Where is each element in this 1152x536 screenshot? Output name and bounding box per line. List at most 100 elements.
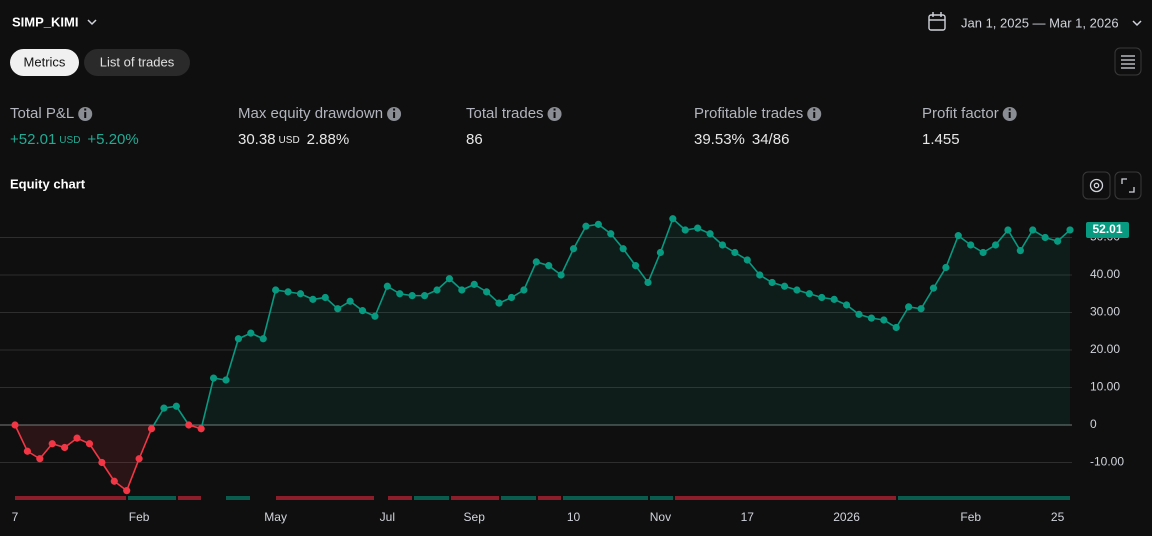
equity-point — [445, 275, 454, 283]
equity-point — [185, 421, 193, 429]
equity-point — [458, 286, 466, 294]
info-dot — [393, 108, 396, 111]
info-icon — [387, 107, 402, 121]
chevron[interactable] — [1132, 20, 1142, 27]
menu-button[interactable] — [1114, 47, 1142, 76]
equity-point — [98, 458, 106, 467]
equity-point — [706, 230, 714, 238]
equity-point — [631, 262, 640, 270]
equity-point — [520, 286, 528, 294]
metric-label: Profit factor — [922, 105, 999, 122]
last-value-label: 52.01 — [1092, 222, 1122, 236]
x-tick-label: 2026 — [833, 510, 860, 524]
chevron[interactable] — [87, 19, 97, 26]
equity-point — [619, 245, 627, 253]
x-tick-label: 10 — [567, 510, 581, 524]
extra: 2.88% — [307, 131, 350, 148]
equity-point — [321, 293, 329, 302]
equity-point — [123, 487, 131, 495]
calendar-icon[interactable] — [928, 12, 946, 31]
date-range[interactable]: Jan 1, 2025 — Mar 1, 2026 — [961, 15, 1119, 30]
equity-point — [147, 425, 156, 433]
equity-area — [15, 425, 1070, 491]
info-stem — [84, 112, 87, 118]
info-dot — [553, 108, 556, 111]
equity-point — [135, 455, 143, 463]
value: +52.01 — [10, 131, 56, 148]
equity-point — [309, 295, 317, 303]
info-dot — [1008, 108, 1011, 111]
equity-point — [880, 316, 888, 324]
x-tick-label: Feb — [960, 510, 981, 524]
x-tick-label: 25 — [1051, 510, 1065, 524]
equity-point — [222, 376, 230, 384]
trade-strip — [15, 496, 1070, 500]
expand-button[interactable] — [1114, 171, 1142, 200]
equity-point — [979, 248, 987, 257]
equity-point — [61, 443, 69, 452]
equity-point — [669, 215, 677, 223]
metric-value: 1.455 — [922, 131, 960, 148]
equity-point — [1053, 237, 1062, 245]
settings-button[interactable] — [1082, 171, 1111, 200]
equity-point — [1066, 226, 1074, 234]
equity-point — [36, 455, 44, 463]
equity-point — [259, 335, 267, 343]
y-tick-label: 40.00 — [1090, 267, 1120, 281]
equity-point — [172, 402, 180, 410]
tab-active[interactable] — [10, 49, 79, 76]
equity-point — [1016, 247, 1024, 255]
equity-point — [545, 262, 553, 270]
metric-value: 39.53% 34/86 — [694, 131, 789, 148]
equity-point — [731, 248, 739, 257]
x-tick-label: Feb — [129, 510, 150, 524]
metric-value: 86 — [466, 131, 483, 148]
x-tick-label: 17 — [741, 510, 755, 524]
y-tick-label: 30.00 — [1090, 305, 1120, 319]
y-tick-label: 10.00 — [1090, 380, 1120, 394]
value: 39.53% — [694, 131, 745, 148]
equity-point — [718, 241, 727, 249]
equity-point — [371, 312, 379, 320]
equity-point — [743, 256, 751, 264]
unit: USD — [59, 135, 80, 146]
tab[interactable]: List of trades — [100, 54, 175, 69]
equity-point — [917, 305, 925, 313]
equity-point — [756, 271, 764, 279]
info-dot — [813, 108, 816, 111]
y-tick-label: 0 — [1090, 417, 1097, 431]
equity-point — [396, 290, 404, 298]
equity-point — [420, 292, 429, 300]
equity-point — [681, 226, 689, 234]
x-tick-label: Jul — [380, 510, 395, 524]
extra: +5.20% — [87, 131, 138, 148]
info-icon — [807, 107, 822, 121]
equity-point — [818, 293, 826, 302]
equity-point — [209, 374, 218, 382]
equity-point — [954, 232, 962, 240]
equity-point — [905, 303, 913, 311]
y-tick-label: 20.00 — [1090, 342, 1120, 356]
value: 30.38 — [238, 131, 276, 148]
equity-point — [48, 440, 56, 448]
equity-point — [694, 224, 702, 232]
info-dot — [84, 108, 87, 111]
value: 86 — [466, 131, 483, 148]
equity-point — [929, 284, 938, 292]
equity-point — [793, 286, 801, 294]
strategy-name[interactable]: SIMP_KIMI — [12, 14, 78, 29]
equity-point — [892, 323, 900, 332]
equity-point — [644, 278, 652, 287]
tab[interactable]: Metrics — [24, 54, 66, 69]
x-tick-label: Sep — [464, 510, 486, 524]
equity-point — [483, 288, 491, 296]
equity-point — [967, 241, 975, 249]
equity-point — [1004, 226, 1012, 234]
equity-point — [272, 286, 280, 294]
info-icon — [78, 107, 93, 121]
equity-point — [247, 329, 255, 337]
tab-inactive[interactable] — [84, 49, 190, 76]
info-stem — [1008, 112, 1011, 118]
equity-point — [1029, 226, 1037, 234]
